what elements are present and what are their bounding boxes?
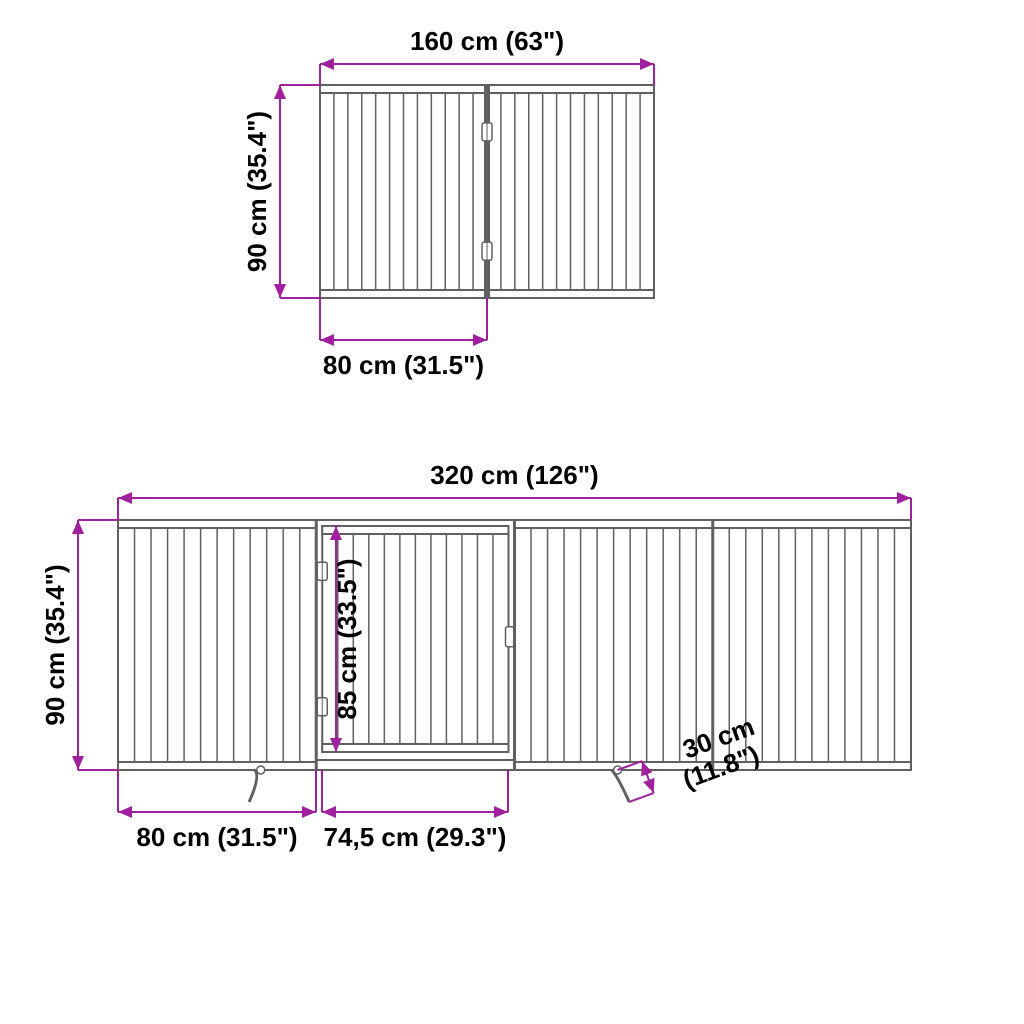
svg-text:80 cm (31.5"): 80 cm (31.5") [136, 822, 297, 852]
svg-text:85 cm (33.5"): 85 cm (33.5") [332, 558, 362, 719]
top-folded-panel [320, 85, 654, 298]
svg-text:320 cm (126"): 320 cm (126") [430, 460, 598, 490]
svg-text:90 cm (35.4"): 90 cm (35.4") [242, 111, 272, 272]
svg-text:80 cm (31.5"): 80 cm (31.5") [323, 350, 484, 380]
svg-text:160 cm (63"): 160 cm (63") [410, 26, 564, 56]
svg-text:74,5 cm (29.3"): 74,5 cm (29.3") [324, 822, 507, 852]
bottom-unfolded-panel [118, 520, 911, 802]
svg-text:90 cm (35.4"): 90 cm (35.4") [40, 564, 70, 725]
